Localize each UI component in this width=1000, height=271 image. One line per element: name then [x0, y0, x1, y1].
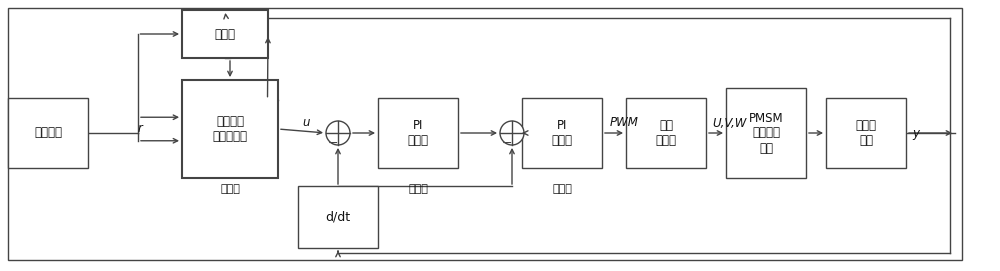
Text: y: y [912, 127, 919, 140]
Bar [826, 98, 906, 168]
Text: PWM: PWM [610, 117, 639, 130]
Text: U,V,W: U,V,W [712, 117, 746, 130]
Bar [298, 186, 378, 248]
Text: 光电编
码器: 光电编 码器 [856, 119, 876, 147]
Text: −: − [328, 137, 338, 150]
Text: 存储器: 存储器 [214, 27, 236, 40]
Bar [726, 88, 806, 178]
Text: 电流环: 电流环 [552, 184, 572, 194]
Text: PI
控制器: PI 控制器 [552, 119, 572, 147]
Text: 速度环: 速度环 [408, 184, 428, 194]
Bar [378, 98, 458, 168]
Text: PI
控制器: PI 控制器 [408, 119, 428, 147]
Text: r: r [138, 121, 143, 134]
Bar [626, 98, 706, 168]
Bar [522, 98, 602, 168]
Text: −: − [502, 137, 512, 150]
Circle shape [326, 121, 350, 145]
Text: 位置环: 位置环 [220, 184, 240, 194]
Circle shape [500, 121, 524, 145]
Bar [8, 98, 88, 168]
Text: 给定模块: 给定模块 [34, 127, 62, 140]
Text: u: u [302, 117, 310, 130]
Bar [182, 80, 278, 178]
Text: 功率
驱动器: 功率 驱动器 [656, 119, 676, 147]
Text: d/dt: d/dt [325, 211, 351, 224]
Bar [182, 10, 268, 58]
Text: 幂次吸引
重复控制器: 幂次吸引 重复控制器 [212, 115, 248, 143]
Text: PMSM
永磁同步
电机: PMSM 永磁同步 电机 [749, 111, 783, 154]
